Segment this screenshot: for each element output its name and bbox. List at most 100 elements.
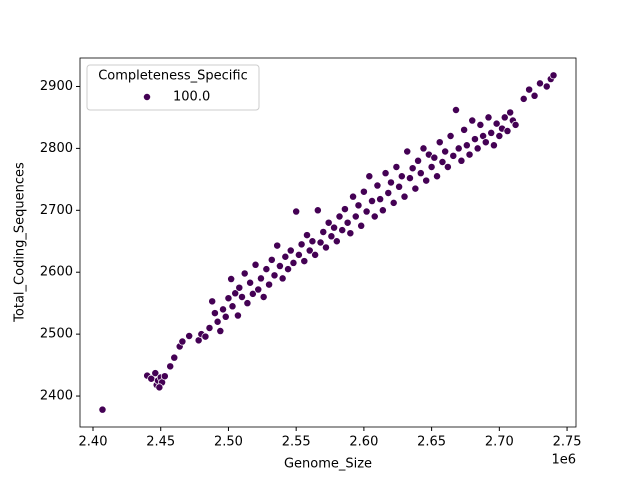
x-tick-label: 2.75	[553, 435, 582, 450]
y-tick-label: 2800	[40, 141, 73, 156]
point	[243, 299, 252, 308]
x-axis-label: Genome_Size	[284, 457, 372, 472]
point	[98, 405, 107, 414]
point	[316, 238, 325, 247]
point	[201, 332, 210, 341]
point	[166, 362, 175, 371]
point	[284, 265, 292, 274]
legend-title: Completeness_Specific	[98, 69, 248, 84]
x-tick-label: 2.60	[349, 435, 378, 450]
point	[471, 135, 479, 144]
point	[449, 151, 458, 160]
point	[213, 317, 222, 326]
point	[370, 212, 379, 221]
point	[411, 184, 420, 193]
point	[542, 82, 551, 91]
point	[208, 297, 217, 306]
point	[349, 192, 358, 201]
legend-marker	[143, 93, 151, 101]
point	[454, 144, 463, 153]
point	[227, 275, 236, 283]
point	[433, 172, 441, 181]
point	[178, 337, 187, 346]
point	[338, 226, 347, 235]
point	[311, 250, 320, 259]
point	[400, 192, 409, 201]
point	[446, 132, 455, 140]
point	[308, 237, 317, 246]
point	[231, 289, 240, 298]
point	[257, 274, 265, 283]
point	[343, 218, 352, 227]
point	[506, 108, 515, 117]
x-tick-label: 2.55	[282, 435, 311, 450]
point	[492, 119, 501, 128]
x-tick-label: 2.45	[146, 435, 175, 450]
point	[473, 144, 482, 153]
x-tick-label: 2.65	[417, 435, 446, 450]
point	[324, 218, 333, 227]
point	[262, 265, 271, 274]
point	[254, 285, 263, 294]
point	[389, 198, 398, 207]
point	[419, 144, 428, 153]
point	[275, 262, 284, 270]
point	[403, 147, 412, 156]
point	[221, 312, 230, 321]
point	[303, 231, 311, 240]
point	[408, 164, 417, 173]
point	[265, 280, 274, 289]
point	[435, 138, 444, 147]
point	[438, 158, 447, 166]
point	[395, 182, 404, 191]
y-axis-label: Total_Coding_Sequences	[13, 162, 28, 323]
point	[416, 169, 425, 178]
point	[405, 174, 414, 183]
point	[248, 289, 257, 298]
point	[484, 113, 493, 122]
point	[362, 207, 371, 216]
point	[443, 163, 452, 171]
point	[238, 293, 246, 301]
point	[476, 120, 485, 129]
point	[457, 156, 466, 165]
point	[468, 116, 477, 125]
point	[205, 323, 214, 332]
point	[525, 85, 534, 94]
point	[549, 71, 558, 80]
point	[530, 91, 539, 100]
point	[246, 278, 255, 287]
point	[335, 212, 344, 221]
point	[319, 228, 328, 236]
point	[430, 153, 439, 162]
point	[503, 127, 512, 136]
x-tick-label: 2.70	[485, 435, 514, 450]
point	[392, 163, 401, 171]
point	[373, 181, 382, 190]
point	[397, 172, 406, 181]
point	[460, 125, 469, 134]
point	[368, 197, 376, 205]
point	[270, 271, 279, 280]
point	[346, 229, 355, 238]
point	[251, 260, 260, 269]
point	[289, 258, 298, 267]
y-tick-label: 2600	[40, 265, 73, 280]
y-tick-label: 2500	[40, 327, 73, 342]
point	[300, 257, 309, 266]
point	[286, 246, 295, 255]
plot-frame	[79, 57, 577, 428]
point	[155, 383, 164, 392]
point	[365, 172, 374, 181]
point	[481, 138, 490, 147]
point	[381, 169, 390, 178]
point	[351, 212, 360, 221]
x-offset-label: 1e6	[551, 453, 576, 468]
point	[489, 141, 498, 150]
point	[292, 207, 301, 216]
point	[281, 252, 290, 261]
point	[511, 120, 520, 129]
y-tick-label: 2400	[40, 389, 73, 404]
point	[151, 369, 160, 378]
